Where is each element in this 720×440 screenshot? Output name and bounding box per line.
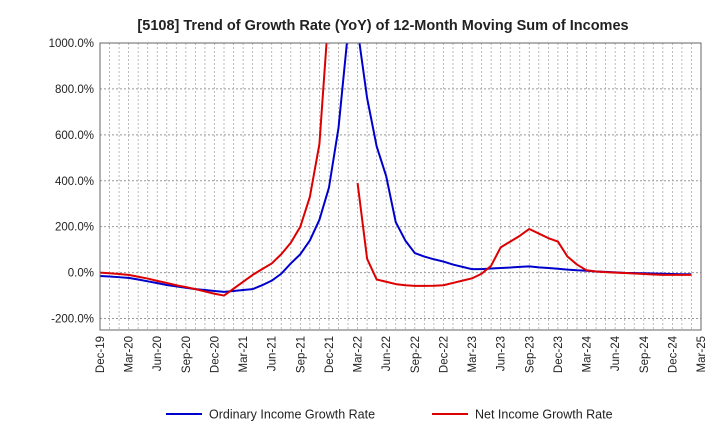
y-tick-label: -200.0%	[51, 314, 94, 326]
x-tick-label: Jun-20	[152, 336, 164, 371]
x-tick-label: Mar-25	[696, 336, 708, 372]
x-tick-label: Jun-24	[610, 335, 622, 371]
y-tick-label: 400.0%	[55, 176, 94, 188]
plot-frame	[99, 42, 702, 331]
y-tick-label: 200.0%	[55, 222, 94, 234]
x-tick-label: Mar-20	[124, 336, 136, 372]
y-tick-label: 1000.0%	[49, 38, 94, 50]
y-tick-label: 600.0%	[55, 130, 94, 142]
legend-label-1: Ordinary Income Growth Rate	[209, 408, 375, 422]
x-tick-label: Sep-20	[181, 336, 193, 373]
x-tick-label: Sep-21	[295, 336, 307, 373]
series-layer	[100, 43, 692, 297]
x-tick-label: Sep-23	[524, 336, 536, 373]
legend: Ordinary Income Growth Rate Net Income Gr…	[166, 408, 613, 422]
x-tick-label: Sep-24	[639, 335, 651, 373]
x-tick-label: Mar-22	[353, 336, 365, 372]
x-tick-label: Dec-24	[667, 335, 679, 373]
x-tick-label: Dec-19	[95, 336, 107, 373]
x-tick-label: Jun-23	[496, 336, 508, 371]
x-tick-label: Dec-23	[553, 336, 565, 373]
x-tick-label: Jun-21	[267, 336, 279, 371]
series-line-2	[100, 43, 692, 297]
legend-label-2: Net Income Growth Rate	[475, 408, 613, 422]
x-tick-label: Mar-23	[467, 336, 479, 372]
x-tick-label: Sep-22	[410, 336, 422, 373]
y-tick-label: 800.0%	[55, 84, 94, 96]
x-tick-label: Dec-20	[209, 336, 221, 373]
x-tick-label: Mar-21	[238, 336, 250, 372]
chart-title: [5108] Trend of Growth Rate (YoY) of 12-…	[137, 18, 628, 34]
x-tick-label: Dec-21	[324, 336, 336, 373]
x-tick-label: Jun-22	[381, 336, 393, 371]
grid-layer	[99, 42, 702, 330]
axis-layer: 1000.0% 800.0% 600.0% 400.0% 200.0% 0.0% -200.…	[49, 38, 708, 373]
y-tick-label: 0.0%	[68, 268, 94, 280]
x-tick-label: Dec-22	[438, 336, 450, 373]
plot-area	[100, 43, 701, 330]
x-tick-label: Mar-24	[582, 335, 594, 372]
